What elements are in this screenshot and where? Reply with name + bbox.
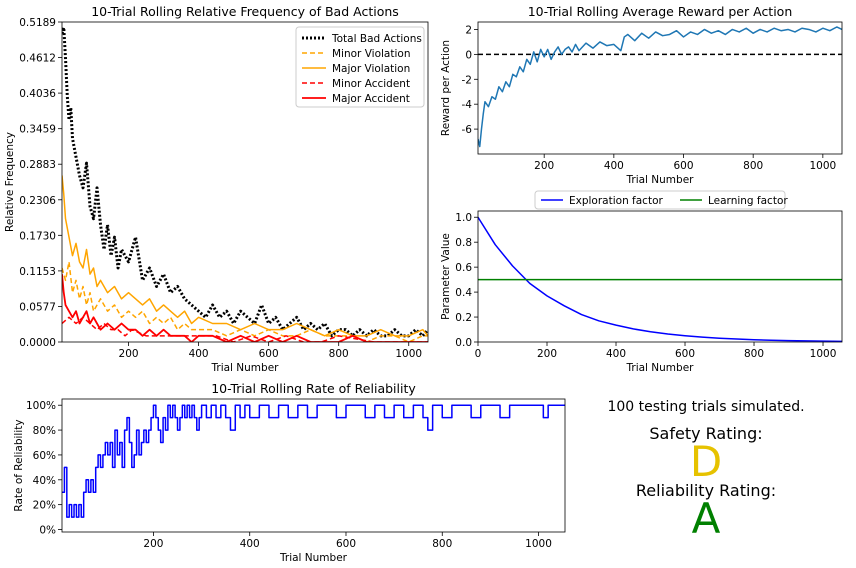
plot-area — [62, 404, 565, 518]
legend-box — [295, 26, 425, 108]
y-tick-label: 0.3459 — [19, 124, 56, 136]
safety-rating-label: Safety Rating: — [649, 424, 763, 443]
x-tick-label: 600 — [675, 348, 695, 360]
y-tick-label: 0.2883 — [19, 159, 56, 171]
y-tick-label: 0.4 — [455, 287, 472, 299]
series-line-major-violation — [62, 175, 428, 337]
legend-label: Total Bad Actions — [331, 33, 422, 45]
x-tick-label: 400 — [606, 348, 626, 360]
y-tick-label: 0.0 — [455, 337, 472, 349]
x-axis-label: Trial Number — [626, 174, 695, 186]
legend-label: Learning factor — [708, 195, 788, 207]
x-tick-label: 800 — [743, 160, 763, 172]
x-tick-label: 800 — [744, 348, 764, 360]
chart-title: 10-Trial Rolling Average Reward per Acti… — [528, 4, 793, 19]
chart-reward: 10-Trial Rolling Average Reward per Acti… — [440, 4, 843, 186]
y-tick-label: 0 — [465, 49, 472, 61]
chart-reliability: 10-Trial Rolling Rate of Reliability Tria… — [13, 381, 566, 564]
y-tick-label: 0.5189 — [19, 17, 56, 29]
y-tick-label: -4 — [462, 99, 473, 111]
x-tick-label: 800 — [329, 348, 349, 360]
plot-area — [478, 216, 842, 342]
legend-label: Minor Accident — [332, 78, 410, 90]
x-tick-label: 800 — [432, 538, 452, 550]
x-axis-label: Trial Number — [211, 362, 280, 374]
plot-frame — [477, 210, 843, 343]
y-axis-label: Parameter Value — [440, 233, 452, 320]
legend-label: Major Accident — [332, 93, 410, 105]
y-axis-label: Relative Frequency — [4, 132, 16, 232]
legend-label: Major Violation — [332, 63, 410, 75]
x-tick-label: 1000 — [810, 348, 837, 360]
y-tick-label: 60% — [33, 450, 56, 462]
y-tick-label: 1.0 — [455, 212, 472, 224]
x-tick-label: 400 — [189, 348, 209, 360]
y-tick-label: 0.4612 — [19, 53, 56, 65]
y-tick-label: 0.1730 — [19, 230, 56, 242]
reliability-rating-label: Reliability Rating: — [635, 481, 777, 500]
plot-area — [478, 26, 842, 148]
x-axis-label: Trial Number — [626, 362, 695, 374]
legend: Total Bad Actions Minor Violation Major Vi… — [295, 26, 425, 108]
chart-bad: 10-Trial Rolling Relative Frequency of B… — [4, 4, 429, 374]
safety-rating-grade: D — [689, 437, 723, 486]
x-axis-label: Trial Number — [279, 552, 348, 564]
legend-label: Minor Violation — [332, 48, 410, 60]
y-tick-label: 0.2306 — [19, 195, 56, 207]
plot-area — [62, 25, 428, 342]
series-line-0 — [478, 26, 842, 148]
reliability-rating-grade: A — [691, 494, 721, 543]
series-line-exploration-factor — [478, 216, 842, 342]
series-line-minor-violation — [62, 261, 428, 342]
x-tick-label: 200 — [537, 348, 557, 360]
y-tick-label: 0.4036 — [19, 88, 56, 100]
y-tick-label: -6 — [462, 124, 473, 136]
x-tick-label: 0 — [475, 348, 482, 360]
x-tick-label: 200 — [119, 348, 139, 360]
y-tick-label: 100% — [26, 400, 56, 412]
plot-frame — [61, 398, 566, 533]
y-tick-label: 0.2 — [455, 312, 472, 324]
legend-label: Exploration factor — [569, 195, 664, 207]
legend: Exploration factor Learning factor — [534, 190, 788, 210]
y-tick-label: 0.0577 — [19, 301, 56, 313]
y-axis-label: Reward per Action — [440, 40, 452, 136]
x-tick-label: 400 — [604, 160, 624, 172]
y-tick-label: 0.0000 — [19, 337, 56, 349]
chart-title: 10-Trial Rolling Relative Frequency of B… — [91, 4, 399, 19]
y-tick-label: 80% — [33, 425, 56, 437]
legend-box — [534, 190, 786, 210]
x-tick-label: 200 — [534, 160, 554, 172]
chart-params: Trial Number Parameter Value 0 200 400 600 800… — [440, 190, 843, 374]
chart-title: 10-Trial Rolling Rate of Reliability — [211, 381, 416, 396]
x-tick-label: 1000 — [525, 538, 552, 550]
y-tick-label: 0.6 — [455, 262, 472, 274]
y-tick-label: 0.8 — [455, 237, 472, 249]
x-tick-label: 200 — [143, 538, 163, 550]
plot-frame — [61, 21, 429, 343]
x-tick-label: 600 — [259, 348, 279, 360]
y-tick-label: 40% — [33, 475, 56, 487]
x-tick-label: 600 — [673, 160, 693, 172]
x-tick-label: 1000 — [395, 348, 422, 360]
testing-trials-text: 100 testing trials simulated. — [607, 399, 805, 415]
x-tick-label: 600 — [336, 538, 356, 550]
plot-frame — [477, 21, 843, 155]
series-line-major-accident — [62, 274, 428, 342]
x-tick-label: 1000 — [809, 160, 836, 172]
y-tick-label: 2 — [465, 24, 472, 36]
y-tick-label: 20% — [33, 500, 56, 512]
y-tick-label: 0.1153 — [19, 266, 56, 278]
y-tick-label: -2 — [462, 74, 472, 86]
y-tick-label: 0% — [39, 525, 56, 537]
y-axis-label: Rate of Reliability — [13, 419, 25, 511]
x-tick-label: 400 — [240, 538, 260, 550]
series-line-0 — [62, 404, 565, 518]
